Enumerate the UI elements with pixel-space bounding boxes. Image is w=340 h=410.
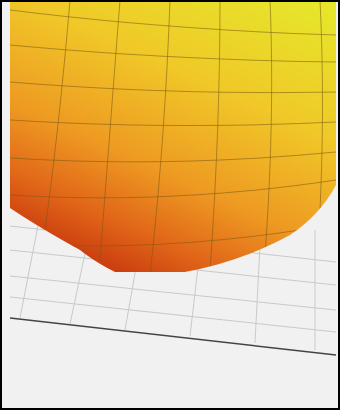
- render-view: [0, 0, 340, 410]
- page: [0, 0, 340, 410]
